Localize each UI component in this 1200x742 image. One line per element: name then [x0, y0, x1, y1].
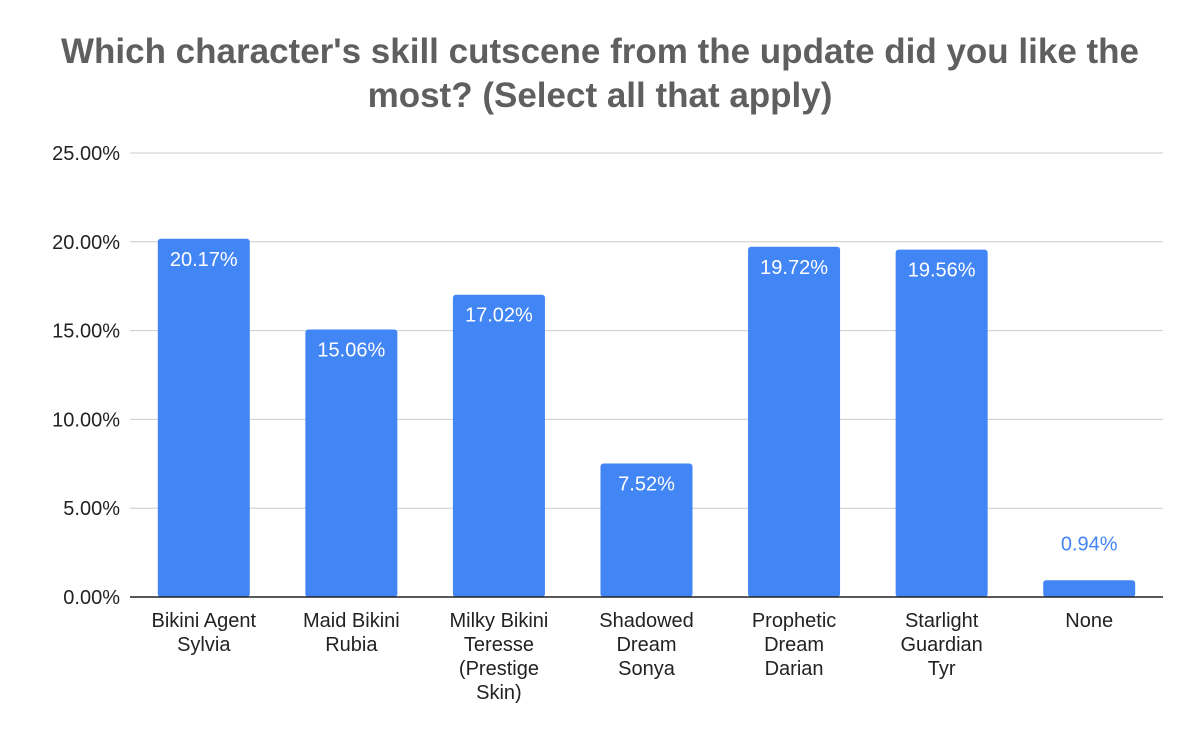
y-tick-label: 10.00% [52, 409, 120, 431]
data-label: 7.52% [618, 473, 675, 495]
bar [157, 238, 250, 597]
data-label: 15.06% [317, 340, 385, 362]
data-label: 17.02% [465, 305, 533, 327]
x-tick-label: Maid Bikini Rubia [303, 610, 400, 656]
x-tick-label: Starlight Guardian Tyr [901, 610, 983, 680]
x-tick-label: Prophetic Dream Darian [752, 610, 837, 680]
bar [895, 249, 988, 598]
bar [748, 246, 841, 597]
data-label: 19.56% [908, 260, 976, 282]
bar [452, 294, 545, 597]
x-tick-label: Milky Bikini Teresse (Prestige Skin) [449, 610, 548, 704]
x-tick-label: None [1065, 610, 1113, 632]
y-tick-label: 25.00% [52, 143, 120, 165]
y-tick-label: 20.00% [52, 232, 120, 254]
bar [1043, 580, 1136, 597]
y-tick-label: 5.00% [63, 498, 120, 520]
bar [305, 329, 398, 597]
bar [600, 463, 693, 597]
y-tick-label: 15.00% [52, 321, 120, 343]
chart-title: Which character's skill cutscene from th… [60, 32, 1140, 115]
y-tick-label: 0.00% [63, 587, 120, 609]
x-tick-label: Shadowed Dream Sonya [599, 610, 694, 680]
data-label: 0.94% [1061, 533, 1118, 555]
data-label: 19.72% [760, 257, 828, 279]
data-label: 20.17% [170, 249, 238, 271]
x-tick-label: Bikini Agent Sylvia [152, 610, 257, 656]
